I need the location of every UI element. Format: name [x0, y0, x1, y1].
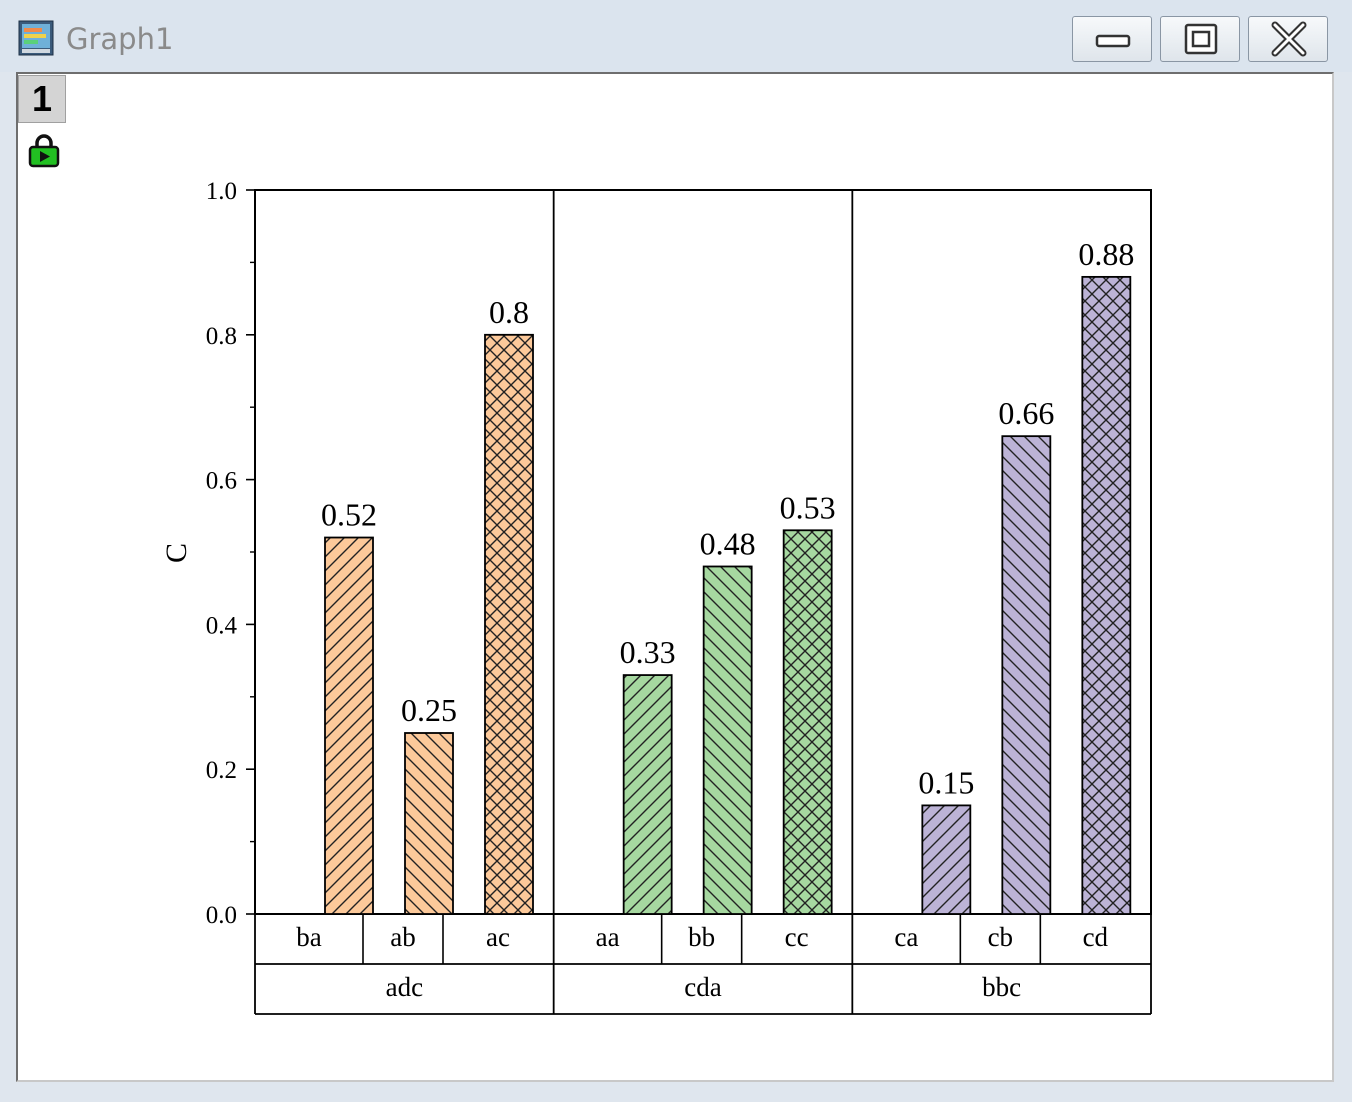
y-tick-label: 0.6 [206, 468, 237, 495]
minimize-icon [1095, 34, 1131, 48]
bar-value-label: 0.53 [780, 489, 836, 525]
bar-value-label: 0.15 [918, 764, 974, 800]
bar [1001, 435, 1052, 915]
y-tick-label: 0.2 [206, 757, 237, 784]
bar-value-label: 0.8 [489, 294, 529, 330]
x-category-label: cb [988, 922, 1013, 952]
close-icon [1271, 21, 1307, 57]
bar-value-label: 0.48 [700, 525, 756, 561]
bar [921, 804, 972, 915]
bar [1081, 275, 1132, 915]
bar [324, 536, 374, 915]
bar [702, 565, 753, 915]
window-title: Graph1 [66, 22, 174, 56]
x-category-label: cd [1083, 922, 1109, 952]
y-tick-label: 1.0 [206, 178, 237, 205]
y-tick-label: 0.4 [206, 612, 238, 639]
bar [782, 529, 833, 915]
x-group-label: bbc [982, 972, 1021, 1002]
bar-value-label: 0.52 [321, 497, 377, 533]
window-titlebar: Graph1 [0, 0, 1352, 72]
bar-value-label: 0.88 [1078, 236, 1134, 272]
x-category-label: bb [688, 922, 715, 952]
close-button[interactable] [1248, 16, 1328, 62]
layer-1-button[interactable]: 1 [18, 75, 66, 123]
x-category-label: ba [296, 922, 322, 952]
x-category-label: ca [894, 922, 918, 952]
minimize-button[interactable] [1072, 16, 1152, 62]
maximize-icon [1184, 23, 1218, 55]
x-group-label: cda [684, 972, 721, 1002]
bar [404, 732, 454, 915]
bar-value-label: 0.33 [620, 634, 676, 670]
bar [484, 333, 534, 915]
lock-icon[interactable] [28, 134, 60, 168]
bar-value-label: 0.66 [998, 395, 1054, 431]
y-axis-label: C [160, 543, 193, 563]
y-tick-label: 0.8 [206, 323, 237, 350]
x-group-label: adc [386, 972, 423, 1002]
x-category-label: cc [785, 922, 809, 952]
graph-window-icon [18, 20, 54, 56]
y-tick-label: 0.0 [206, 902, 237, 929]
x-category-label: ac [486, 922, 510, 952]
maximize-button[interactable] [1160, 16, 1240, 62]
bar [622, 674, 673, 915]
x-category-label: aa [596, 922, 620, 952]
bar-value-label: 0.25 [401, 692, 457, 728]
x-category-label: ab [390, 922, 415, 952]
